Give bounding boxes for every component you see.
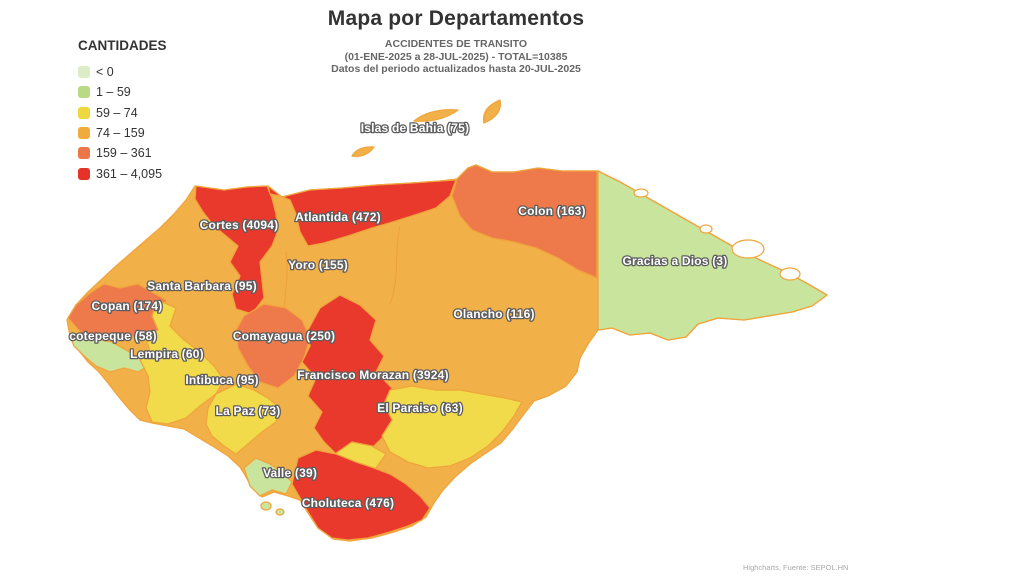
label-yoro: Yoro (155)	[288, 258, 348, 272]
subtitle-line-3: Datos del periodo actualizados hasta 20-…	[331, 63, 581, 75]
legend-item-lt0[interactable]: < 0	[78, 62, 167, 82]
border-yoro-olancho	[389, 225, 401, 305]
region-islas-de-bahia-guanaja[interactable]	[482, 99, 502, 124]
label-valle: Valle (39)	[263, 466, 317, 480]
chart-header: Mapa por Departamentos ACCIDENTES DE TRA…	[0, 7, 912, 76]
legend-label-59-74: 59 – 74	[96, 105, 138, 120]
legend-title: CANTIDADES	[78, 38, 167, 53]
region-islas-de-bahia-utila[interactable]	[351, 146, 375, 157]
region-comayagua[interactable]	[235, 303, 311, 389]
label-gracias-a-dios: Gracias a Dios (3)	[623, 254, 728, 268]
region-atlantida[interactable]	[267, 179, 457, 247]
region-islas-de-bahia-roatan[interactable]	[413, 109, 459, 122]
legend-swatch-1-59	[78, 86, 90, 99]
label-colon: Colon (163)	[518, 204, 586, 218]
lagoon-brus	[633, 188, 649, 198]
label-olancho: Olancho (116)	[453, 307, 534, 321]
legend: CANTIDADES < 0 1 – 59 59 – 74 74 – 159 1…	[78, 38, 167, 184]
label-islas-de-bahia: Islas de Bahia (75)	[361, 121, 470, 135]
chart-title: Mapa por Departamentos	[327, 7, 585, 30]
legend-swatch-lt0	[78, 66, 90, 79]
region-lempira[interactable]	[139, 299, 225, 425]
lagoon-small	[699, 224, 713, 234]
legend-label-1-59: 1 – 59	[96, 85, 131, 100]
legend-label-lt0: < 0	[96, 65, 114, 80]
label-atlantida: Atlantida (472)	[295, 210, 381, 224]
region-choluteca[interactable]	[291, 449, 431, 541]
legend-swatch-74-159	[78, 127, 90, 140]
lagoon-caratasca	[731, 239, 765, 259]
label-copan: Copan (174)	[92, 299, 163, 313]
label-cortes: Cortes (4094)	[200, 218, 279, 232]
legend-label-159-361: 159 – 361	[96, 146, 152, 161]
legend-item-59-74[interactable]: 59 – 74	[78, 103, 167, 123]
label-la-paz: La Paz (73)	[216, 404, 281, 418]
label-santa-barbara: Santa Barbara (95)	[147, 279, 257, 293]
legend-swatch-159-361	[78, 147, 90, 160]
label-comayagua: Comayagua (250)	[233, 329, 335, 343]
label-francisco-morazan: Francisco Morazan (3924)	[297, 368, 449, 382]
legend-item-361-4095[interactable]: 361 – 4,095	[78, 163, 167, 183]
region-valle[interactable]	[243, 457, 293, 497]
label-ocotepeque: cotepeque (58)	[69, 329, 157, 343]
chart-subtitle: ACCIDENTES DE TRANSITO (01-ENE-2025 a 28…	[0, 38, 912, 76]
label-el-paraiso: El Paraiso (63)	[377, 401, 463, 415]
region-ocotepeque[interactable]	[69, 335, 149, 373]
lagoon-east	[779, 267, 801, 281]
legend-swatch-361-4095	[78, 167, 90, 180]
legend-swatch-59-74	[78, 106, 90, 119]
subtitle-line-1: ACCIDENTES DE TRANSITO	[384, 38, 528, 50]
region-valle-island-2[interactable]	[275, 508, 285, 516]
label-intibuca: Intibuca (95)	[185, 373, 258, 387]
credits-link[interactable]: Highcharts, Fuente: SEPOL.HN	[743, 563, 849, 572]
region-la-paz[interactable]	[205, 383, 281, 455]
subtitle-line-2: (01-ENE-2025 a 28-JUL-2025) - TOTAL=1038…	[344, 50, 568, 63]
label-lempira: Lempira (60)	[130, 347, 204, 361]
region-gracias-a-dios[interactable]	[597, 170, 828, 341]
legend-label-74-159: 74 – 159	[96, 126, 145, 141]
legend-label-361-4095: 361 – 4,095	[96, 166, 163, 181]
legend-item-1-59[interactable]: 1 – 59	[78, 82, 167, 102]
region-colon[interactable]	[451, 164, 598, 279]
label-choluteca: Choluteca (476)	[302, 496, 394, 510]
region-valle-island-1[interactable]	[260, 501, 272, 511]
legend-item-159-361[interactable]: 159 – 361	[78, 143, 167, 163]
legend-item-74-159[interactable]: 74 – 159	[78, 123, 167, 143]
